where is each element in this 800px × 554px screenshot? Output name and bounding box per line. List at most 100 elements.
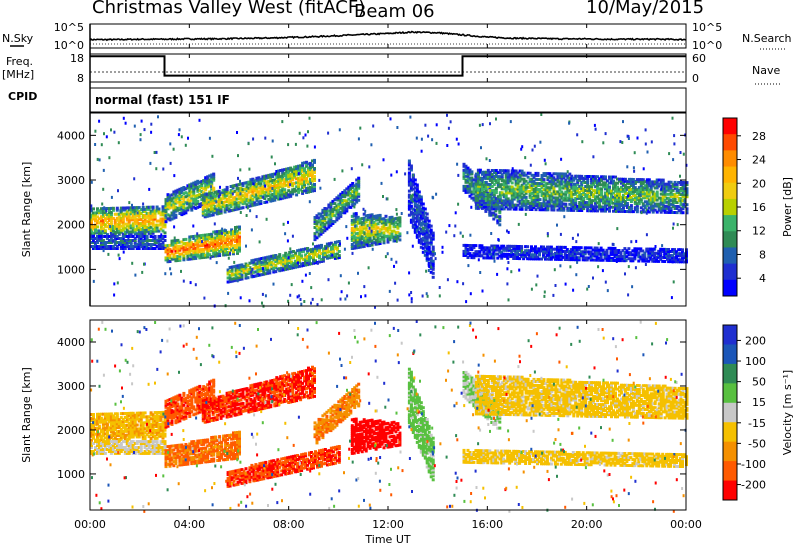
power-cell [131,218,135,222]
power-cell [192,201,196,205]
power-cell [226,253,230,256]
beam-title: Beam 06 [354,1,435,22]
cpid-strip-frame [89,87,687,113]
power-cell [123,245,127,248]
power-cell [204,255,208,259]
power-cell [159,217,163,221]
power-cell [188,203,192,207]
power-cell [119,216,123,220]
power-cell [117,224,121,228]
power-cell [210,242,214,246]
power-cell [131,216,135,220]
power-cell [94,219,97,223]
power-cell [178,258,182,262]
power-cell [111,231,115,234]
power-cell [182,250,186,254]
power-cell [164,220,168,224]
power-cell [188,191,192,195]
power-cell [117,232,121,236]
power-cell [178,212,182,215]
power-cell [127,214,131,218]
power-cell [234,236,237,239]
power-cell [115,226,119,230]
power-cell [431,231,435,235]
nsky-label: N.Sky [2,32,34,45]
freq-tick-right-top: 60 [692,52,706,65]
power-cell [101,241,105,244]
power-cell [220,235,224,239]
power-cell [184,195,188,199]
power-cell [192,237,196,240]
power-cell [109,210,113,214]
power-cell [133,208,137,212]
power-cell [125,243,129,246]
power-cell [184,237,188,241]
power-cell [204,186,208,190]
power-cell [168,214,172,218]
power-cell [354,212,358,216]
power-cell [230,242,234,246]
noise-tick-right-bottom: 10^0 [692,39,722,52]
power-cell [90,213,93,217]
power-cell [661,178,665,182]
power-cell [415,183,419,187]
power-cell [196,195,200,199]
power-cell [234,228,237,231]
power-cell [192,243,196,246]
power-cell [198,250,202,254]
power-cell [194,242,198,246]
power-cell [174,197,178,201]
power-cell [190,249,194,253]
power-cell [107,213,111,216]
power-cell [103,241,107,244]
power-cell [123,226,127,230]
power-cell [230,228,234,232]
power-cell [210,183,214,187]
power-cell [180,195,184,198]
power-cell [133,230,137,234]
power-cell [164,204,168,208]
power-cell [117,216,121,220]
power-cell [166,258,170,262]
power-cell [107,241,111,244]
power-cell [232,250,235,254]
power-cell [238,247,241,251]
power-cell [99,227,103,231]
power-cell [90,227,93,231]
power-cell [206,237,210,241]
power-cell [99,231,103,235]
power-cell [206,245,210,249]
power-cell [188,247,192,251]
power-cell [204,247,208,251]
power-cell [107,209,111,212]
power-cell [117,218,121,222]
power-cell [143,235,147,238]
power-cell [184,201,188,205]
power-cell [97,231,101,235]
power-cell [137,218,141,222]
power-cell [236,237,239,241]
power-cell [222,251,226,255]
power-cell [94,241,97,244]
power-cell [105,237,109,240]
power-cell [161,247,165,250]
power-cell [222,237,226,241]
power-cell [119,218,123,222]
power-cell [218,235,222,239]
power-cell [127,226,131,230]
power-cell [226,232,230,236]
power-cell [192,257,196,261]
power-cell [115,208,119,212]
power-cell [498,223,502,227]
power-cell [431,259,435,263]
power-cell [224,243,228,247]
power-cell [107,223,111,226]
power-cell [216,240,220,244]
power-cell [202,191,206,195]
power-cell [119,245,123,248]
power-cell [192,199,196,203]
power-cell [216,234,220,238]
power-cell [180,197,184,200]
freq-tick-left-top: 18 [70,52,84,65]
power-cell [113,220,117,224]
